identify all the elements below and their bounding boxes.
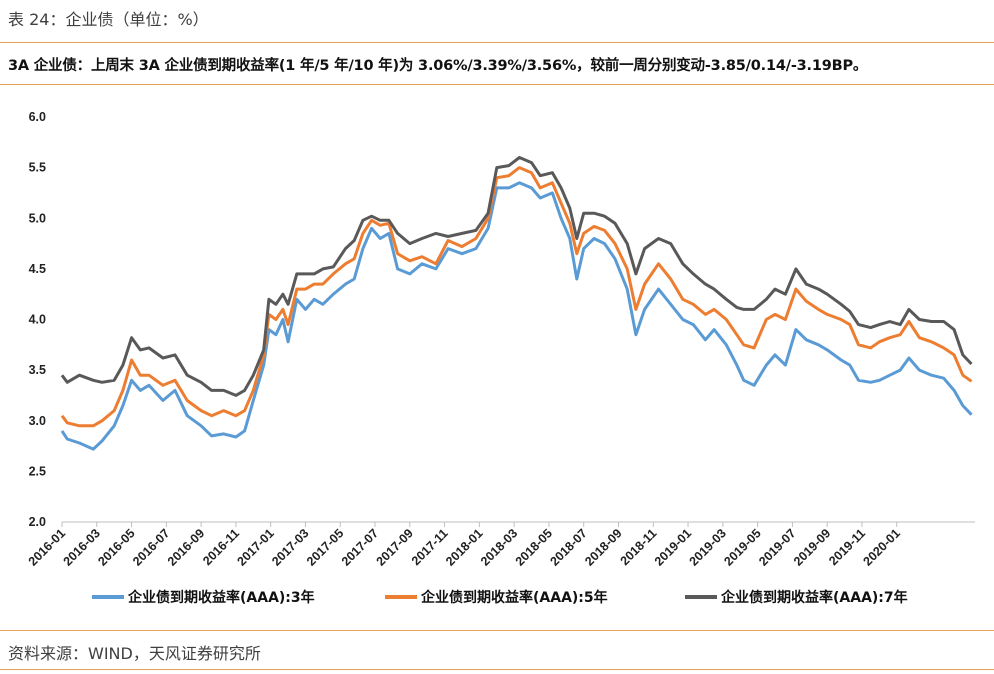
y-axis: 6.0 5.5 5.0 4.5 4.0 3.5 3.0 2.5 2.0 bbox=[29, 110, 46, 529]
y-tick-label: 4.0 bbox=[29, 313, 46, 327]
y-tick-label: 5.5 bbox=[29, 161, 46, 175]
y-tick-label: 6.0 bbox=[29, 110, 46, 124]
x-tick-label: 2016-03 bbox=[61, 526, 103, 568]
series-line-3 bbox=[60, 156, 973, 397]
summary-divider bbox=[0, 84, 994, 85]
x-tick-label: 2018-11 bbox=[618, 526, 660, 568]
legend-label-3: 企业债到期收益率(AAA):7年 bbox=[720, 589, 908, 606]
legend: 企业债到期收益率(AAA):3年 企业债到期收益率(AAA):5年 企业债到期收益率… bbox=[92, 589, 908, 606]
x-axis: 2016-012016-032016-052016-072016-092016-… bbox=[26, 521, 975, 569]
bottom-divider bbox=[0, 669, 994, 670]
series-line-1 bbox=[60, 181, 973, 451]
x-tick-label: 2019-05 bbox=[721, 526, 763, 568]
x-tick-label: 2018-01 bbox=[443, 526, 485, 568]
x-tick-label: 2016-09 bbox=[165, 526, 207, 568]
x-tick-label: 2018-09 bbox=[582, 526, 624, 568]
y-tick-label: 2.5 bbox=[29, 464, 46, 478]
x-tick-label: 2017-09 bbox=[374, 526, 416, 568]
series-line-2 bbox=[60, 166, 973, 428]
x-tick-label: 2016-11 bbox=[200, 526, 242, 568]
table-caption: 表 24：企业债（单位：%） bbox=[8, 10, 209, 29]
legend-label-2: 企业债到期收益率(AAA):5年 bbox=[420, 589, 608, 606]
x-tick-label: 2019-07 bbox=[756, 526, 798, 568]
x-tick-label: 2018-03 bbox=[478, 526, 520, 568]
series-layer bbox=[60, 156, 973, 451]
x-tick-label: 2017-11 bbox=[409, 526, 451, 568]
x-tick-label: 2016-07 bbox=[130, 526, 172, 568]
x-tick-label: 2018-05 bbox=[513, 526, 555, 568]
x-tick-label: 2017-05 bbox=[304, 526, 346, 568]
x-tick-label: 2018-07 bbox=[547, 526, 589, 568]
x-tick-label: 2019-11 bbox=[826, 526, 868, 568]
y-tick-label: 3.5 bbox=[29, 363, 46, 377]
y-tick-label: 4.5 bbox=[29, 262, 46, 276]
x-tick-label: 2019-01 bbox=[652, 526, 694, 568]
y-tick-label: 5.0 bbox=[29, 211, 46, 225]
source-note: 资料来源：WIND，天风证券研究所 bbox=[8, 644, 261, 663]
y-tick-label: 3.0 bbox=[29, 414, 46, 428]
x-tick-label: 2017-03 bbox=[269, 526, 311, 568]
x-tick-label: 2016-01 bbox=[26, 526, 68, 568]
x-tick-label: 2017-01 bbox=[234, 526, 276, 568]
x-tick-label: 2019-03 bbox=[687, 526, 729, 568]
x-tick-label: 2020-01 bbox=[861, 526, 903, 568]
caption-divider bbox=[0, 42, 994, 43]
summary-text: 3A 企业债：上周末 3A 企业债到期收益率(1 年/5 年/10 年)为 3.… bbox=[8, 58, 868, 74]
x-tick-label: 2017-07 bbox=[339, 526, 381, 568]
legend-label-1: 企业债到期收益率(AAA):3年 bbox=[127, 589, 315, 606]
x-tick-label: 2016-05 bbox=[95, 526, 137, 568]
source-divider bbox=[0, 630, 994, 631]
x-tick-label: 2019-09 bbox=[791, 526, 833, 568]
y-tick-label: 2.0 bbox=[29, 515, 46, 529]
